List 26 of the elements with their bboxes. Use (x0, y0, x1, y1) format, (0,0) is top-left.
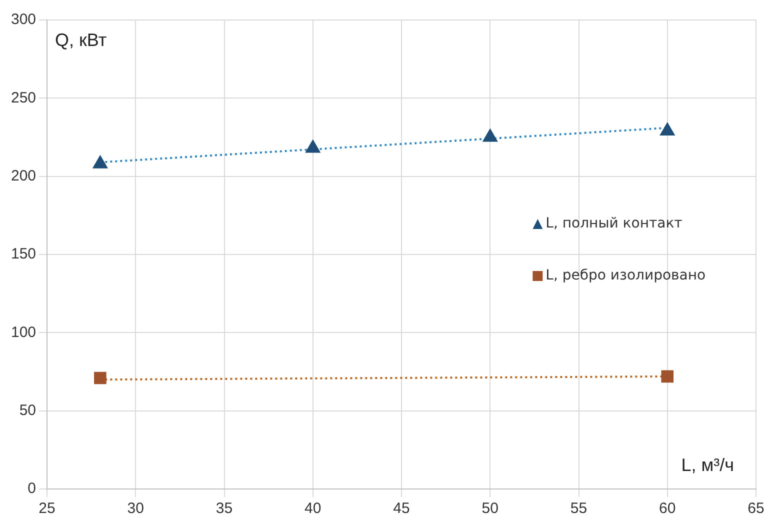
x-axis-title: L, м³/ч (681, 454, 734, 475)
x-tick-label: 30 (127, 500, 144, 518)
point (482, 128, 498, 142)
x-tick-label: 60 (659, 500, 676, 518)
y-axis-title: Q, кВт (55, 30, 107, 50)
y-tick-label: 200 (10, 167, 36, 184)
y-tick-label: 150 (10, 246, 36, 263)
y-tick-label: 50 (19, 402, 36, 419)
y-tick-label: 300 (10, 11, 36, 28)
legend-label: L, полный контакт (546, 216, 682, 232)
x-tick-label: 45 (393, 500, 410, 518)
y-tick-label: 250 (10, 89, 36, 106)
x-tick-label: 25 (38, 500, 56, 518)
point (305, 140, 320, 153)
point (660, 122, 675, 136)
x-tick-label: 40 (304, 500, 322, 518)
point (92, 155, 108, 168)
point (661, 370, 674, 383)
y-tick-label: 100 (10, 324, 36, 341)
x-tick-label: 35 (216, 500, 233, 518)
legend-label: L, ребро изолировано (546, 268, 706, 284)
y-tick-label: 0 (28, 480, 36, 498)
point (94, 372, 106, 384)
x-tick-label: 50 (482, 500, 498, 518)
x-tick-label: 65 (748, 500, 764, 518)
x-tick-label: 55 (570, 500, 588, 518)
